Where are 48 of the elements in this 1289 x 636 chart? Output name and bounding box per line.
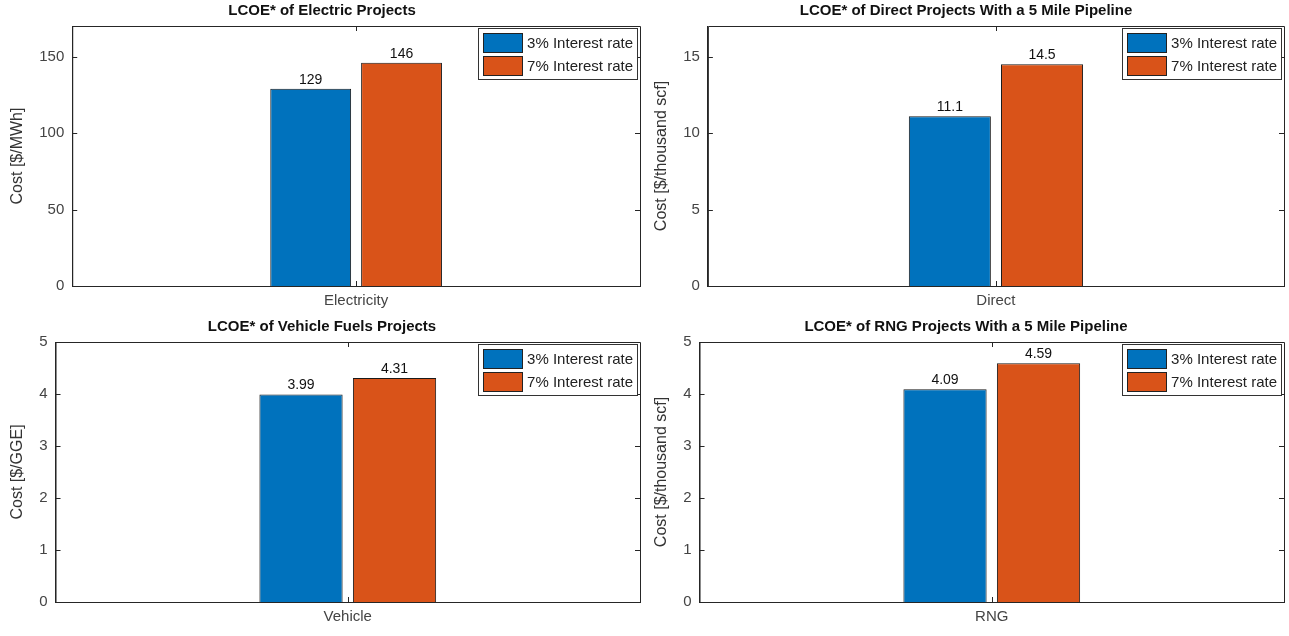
- data-label: 11.1: [936, 98, 964, 115]
- y-axis-title: Cost [$/GGE]: [8, 424, 26, 520]
- legend-label: 7% Interest rate: [527, 57, 633, 74]
- y-tick-label: 3: [39, 436, 48, 454]
- y-tick-label: 0: [691, 276, 700, 294]
- x-tick-label: Electricity: [324, 291, 389, 309]
- legend-label: 7% Interest rate: [1171, 373, 1277, 390]
- x-tick-label: Direct: [976, 291, 1017, 309]
- y-tick-label: 5: [691, 199, 700, 217]
- y-tick-label: 5: [683, 332, 692, 350]
- data-label: 4.09: [931, 371, 959, 388]
- y-tick-label: 15: [683, 46, 700, 64]
- y-tick-label: 5: [39, 332, 48, 350]
- chart-title: LCOE* of Direct Projects With a 5 Mile Pipeline: [799, 1, 1133, 19]
- data-label: 129: [299, 70, 323, 87]
- chart-title: LCOE* of Vehicle Fuels Projects: [207, 317, 437, 335]
- y-tick-label: 4: [39, 384, 48, 402]
- y-tick-label: 50: [47, 199, 65, 217]
- chart-title: LCOE* of Electric Projects: [228, 1, 416, 19]
- legend-label: 3% Interest rate: [1171, 350, 1277, 367]
- y-tick-label: 3: [683, 436, 692, 454]
- y-axis-title: Cost [$/thousand scf]: [652, 80, 670, 232]
- legend-label: 3% Interest rate: [1171, 34, 1277, 51]
- data-label: 4.31: [380, 359, 409, 376]
- y-tick-label: 10: [683, 123, 700, 141]
- y-tick-label: 150: [39, 46, 65, 64]
- legend-label: 3% Interest rate: [527, 34, 633, 51]
- y-tick-label: 1: [39, 540, 48, 558]
- x-tick-label: RNG: [975, 607, 1009, 625]
- y-tick-label: 0: [39, 592, 48, 610]
- y-tick-label: 0: [55, 276, 65, 294]
- y-tick-label: 2: [683, 488, 692, 506]
- legend-label: 7% Interest rate: [527, 373, 633, 390]
- legend-label: 3% Interest rate: [527, 350, 633, 367]
- y-tick-label: 1: [683, 540, 692, 558]
- data-label: 4.59: [1024, 345, 1053, 362]
- y-tick-label: 0: [683, 592, 692, 610]
- y-axis-title: Cost [$/thousand scf]: [652, 396, 670, 548]
- data-label: 14.5: [1028, 46, 1056, 63]
- data-label: 146: [389, 44, 414, 61]
- y-tick-label: 4: [683, 384, 692, 402]
- chart-title: LCOE* of RNG Projects With a 5 Mile Pipeline: [804, 317, 1128, 335]
- y-tick-label: 100: [39, 123, 65, 141]
- y-tick-label: 2: [39, 488, 48, 506]
- legend-label: 7% Interest rate: [1171, 57, 1277, 74]
- data-label: 3.99: [287, 376, 315, 393]
- x-tick-label: Vehicle: [323, 607, 372, 625]
- y-axis-title: Cost [$/MWh]: [8, 107, 26, 205]
